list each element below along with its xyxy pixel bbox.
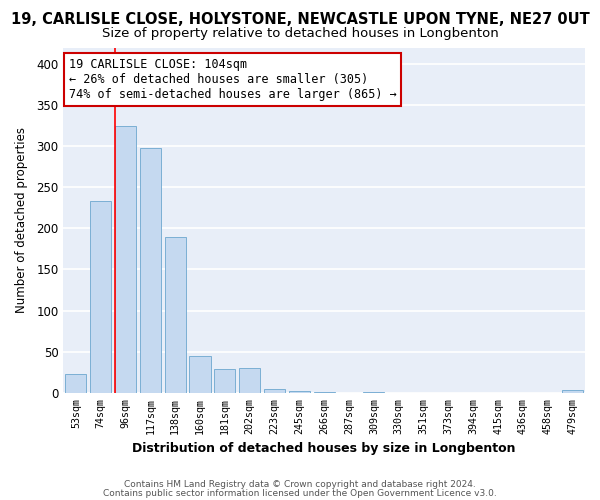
Bar [115, 126, 136, 393]
Bar [264, 388, 285, 393]
Text: Contains HM Land Registry data © Crown copyright and database right 2024.: Contains HM Land Registry data © Crown c… [124, 480, 476, 489]
Bar [190, 356, 211, 393]
Text: Size of property relative to detached houses in Longbenton: Size of property relative to detached ho… [101, 28, 499, 40]
Bar [562, 390, 583, 393]
X-axis label: Distribution of detached houses by size in Longbenton: Distribution of detached houses by size … [133, 442, 516, 455]
Bar [214, 369, 235, 393]
Bar [239, 368, 260, 393]
Bar [314, 392, 335, 393]
Bar [65, 374, 86, 393]
Bar [364, 392, 385, 393]
Text: 19, CARLISLE CLOSE, HOLYSTONE, NEWCASTLE UPON TYNE, NE27 0UT: 19, CARLISLE CLOSE, HOLYSTONE, NEWCASTLE… [11, 12, 589, 28]
Bar [140, 148, 161, 393]
Y-axis label: Number of detached properties: Number of detached properties [15, 127, 28, 313]
Text: 19 CARLISLE CLOSE: 104sqm
← 26% of detached houses are smaller (305)
74% of semi: 19 CARLISLE CLOSE: 104sqm ← 26% of detac… [68, 58, 397, 101]
Bar [164, 236, 186, 393]
Text: Contains public sector information licensed under the Open Government Licence v3: Contains public sector information licen… [103, 489, 497, 498]
Bar [289, 391, 310, 393]
Bar [90, 201, 111, 393]
